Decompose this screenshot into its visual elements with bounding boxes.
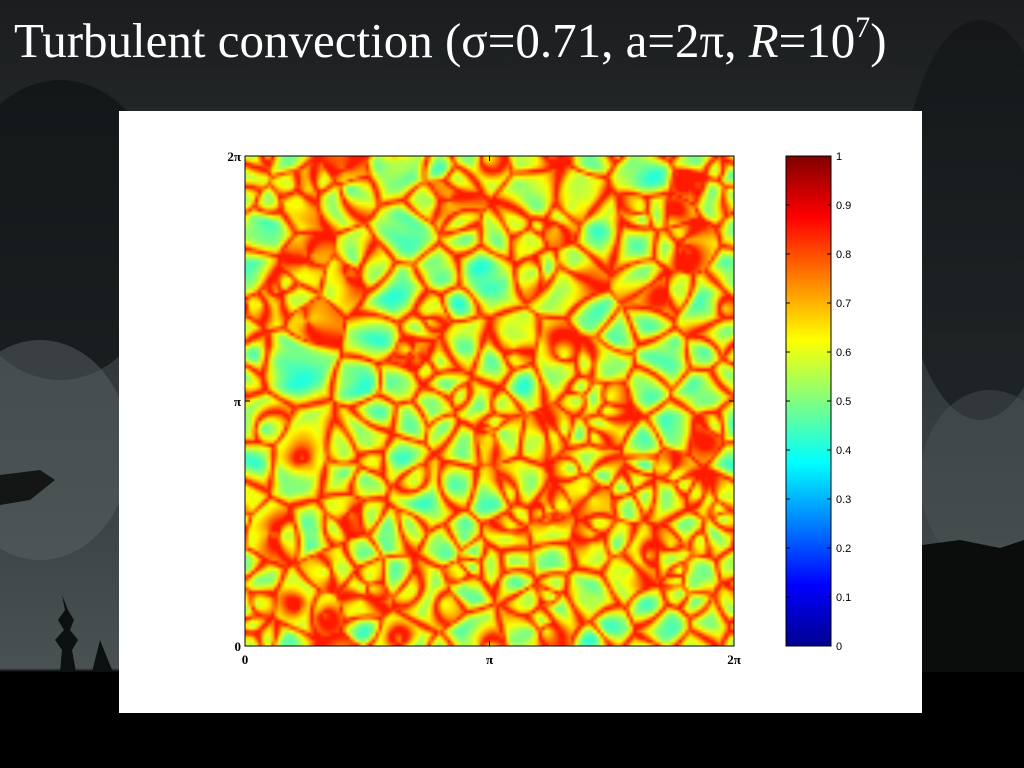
title-equals: =10 xyxy=(778,13,856,68)
x-tick-label: 2π xyxy=(727,652,741,667)
colorbar-tick-label: 0.4 xyxy=(836,445,851,457)
x-tick-label: π xyxy=(486,652,493,667)
y-tick-label: 0 xyxy=(235,639,242,654)
chart-svg: 0 π 2π 0 π 2π 0 0.1 0.2 0.3 0.4 0.5 0.6 0.7 0.8 0.9 1 xyxy=(227,149,851,667)
colorbar-tick-label: 0.3 xyxy=(836,494,851,506)
colorbar-tick-label: 0.1 xyxy=(836,592,851,604)
title-variable: R xyxy=(748,13,779,68)
heatmap-image xyxy=(245,156,734,646)
colorbar-tick-label: 0.8 xyxy=(836,249,851,261)
colorbar-tick-label: 0 xyxy=(836,641,842,653)
axis-tick-labels: 0 π 2π 0 π 2π xyxy=(227,149,740,667)
colorbar-tick-label: 0.6 xyxy=(836,347,851,359)
colorbar-tick-label: 0.5 xyxy=(836,396,851,408)
title-suffix: ) xyxy=(870,13,887,68)
figure-panel: 0 π 2π 0 π 2π 0 0.1 0.2 0.3 0.4 0.5 0.6 0.7 0.8 0.9 1 xyxy=(119,111,922,713)
colorbar xyxy=(785,155,832,647)
colorbar-tick-label: 1 xyxy=(836,151,842,163)
slide-title: Turbulent convection (σ=0.71, a=2π, R=10… xyxy=(14,8,1024,80)
y-tick-label: 2π xyxy=(227,149,241,164)
colorbar-tick-label: 0.2 xyxy=(836,543,851,555)
axis-ticks xyxy=(244,155,735,647)
colorbar-ticks: 0 0.1 0.2 0.3 0.4 0.5 0.6 0.7 0.8 0.9 1 xyxy=(786,151,851,653)
title-exponent: 7 xyxy=(855,11,871,44)
colorbar-tick-label: 0.9 xyxy=(836,200,851,212)
title-prefix: Turbulent convection (σ=0.71, a=2π, xyxy=(14,13,749,68)
y-tick-label: π xyxy=(234,394,241,409)
heatmap-plot-area xyxy=(245,156,734,646)
colorbar-tick-label: 0.7 xyxy=(836,298,851,310)
x-tick-label: 0 xyxy=(242,652,249,667)
